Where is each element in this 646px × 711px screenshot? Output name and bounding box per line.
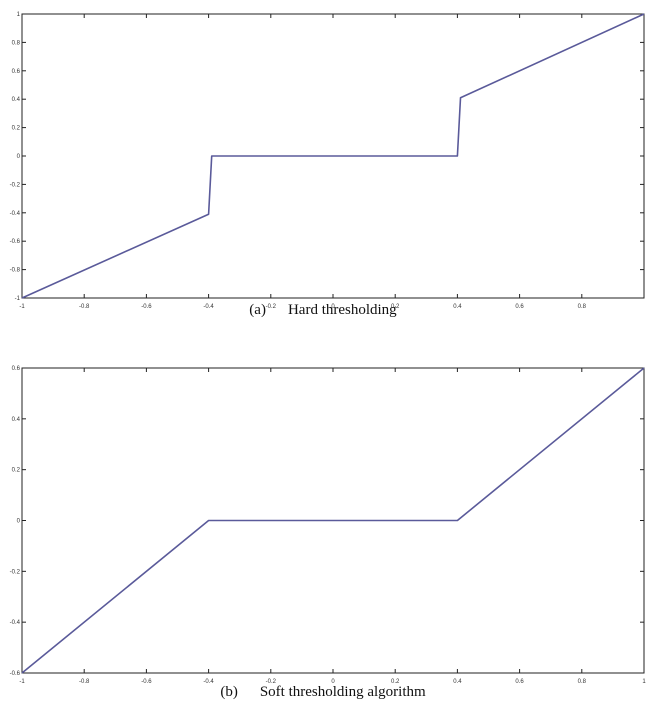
chart-a-series-line-0 <box>21 13 645 299</box>
chart-b-xtick-label: 0.4 <box>453 679 462 683</box>
chart-a-ytick-label: -1 <box>15 296 21 302</box>
chart-a-xtick-label: 0.6 <box>515 304 524 310</box>
chart-b-xtick-label: 0.6 <box>515 679 524 683</box>
chart-a-ytick-label: 1 <box>17 12 21 18</box>
chart-b-xtick-label: -0.4 <box>203 679 214 683</box>
chart-b-ytick-label: 0.2 <box>12 468 21 474</box>
chart-b-xtick-label: 0.8 <box>578 679 587 683</box>
chart-a-ytick-label: 0.4 <box>12 97 21 103</box>
chart-a-xtick-label: 0.4 <box>453 304 462 310</box>
chart-a-xtick-label: -0.4 <box>203 304 214 310</box>
caption-b: (b) Soft thresholding algorithm <box>0 684 646 701</box>
caption-a-label: (a) <box>249 302 266 318</box>
chart-a-xtick-label: -1 <box>19 304 25 310</box>
chart-a-ytick-label: 0.6 <box>12 69 21 75</box>
chart-a-ytick-label: 0.2 <box>12 126 21 132</box>
chart-a-xtick-label: 0.8 <box>578 304 587 310</box>
chart-b-xtick-label: 0.2 <box>391 679 400 683</box>
chart-b-ytick-label: 0 <box>17 519 21 525</box>
chart-hard-thresholding: -1 -0.8 -0.6 -0.4 -0.2 0 0.2 0.4 0.6 0.8 -1 -0.8 -0.… <box>0 0 646 330</box>
chart-a-ytick-label: -0.2 <box>10 182 21 188</box>
chart-b-series-line-0 <box>21 367 645 674</box>
chart-a-xtick-label: 0 <box>331 304 335 310</box>
chart-a-xtick-label: -0.6 <box>141 304 152 310</box>
chart-soft-thresholding: -1 -0.8 -0.6 -0.4 -0.2 0 0.2 0.4 0.6 0.8 1 -0.6 -0.4… <box>0 358 646 711</box>
chart-b-svg: -1 -0.8 -0.6 -0.4 -0.2 0 0.2 0.4 0.6 0.8 1 -0.6 -0.4… <box>10 366 646 683</box>
chart-a-xtick-label: -0.8 <box>79 304 90 310</box>
chart-b-ytick-label: -0.2 <box>10 569 21 575</box>
chart-a-ytick-label: -0.4 <box>10 211 21 217</box>
chart-a-ytick-label: 0.8 <box>12 40 21 46</box>
caption-a-text: Hard thresholding <box>287 302 397 318</box>
chart-a-ytick-label: -0.8 <box>10 268 21 274</box>
chart-b-ytick-label: -0.4 <box>10 620 21 626</box>
chart-a-xtick-label: -0.2 <box>266 304 277 310</box>
chart-b-xtick-label: 0 <box>331 679 335 683</box>
chart-b-xtick-label: -1 <box>19 679 25 683</box>
chart-b-ytick-label: -0.6 <box>10 671 21 677</box>
chart-a-ytick-label: 0 <box>17 154 21 160</box>
chart-b-xtick-label: 1 <box>642 679 646 683</box>
chart-b-xtick-label: -0.8 <box>79 679 90 683</box>
chart-a-svg: -1 -0.8 -0.6 -0.4 -0.2 0 0.2 0.4 0.6 0.8 -1 -0.8 -0.… <box>10 12 645 310</box>
chart-b-xtick-label: -0.6 <box>141 679 152 683</box>
chart-a-ytick-label: -0.6 <box>10 239 21 245</box>
caption-a: (a) Hard thresholding <box>0 302 646 319</box>
chart-a-xtick-label: 0.2 <box>391 304 400 310</box>
chart-b-xtick-label: -0.2 <box>266 679 277 683</box>
caption-b-text: Soft thresholding algorithm <box>259 684 426 700</box>
chart-b-ytick-label: 0.4 <box>12 417 21 423</box>
chart-b-ytick-label: 0.6 <box>12 366 21 372</box>
caption-b-label: (b) <box>220 684 238 700</box>
